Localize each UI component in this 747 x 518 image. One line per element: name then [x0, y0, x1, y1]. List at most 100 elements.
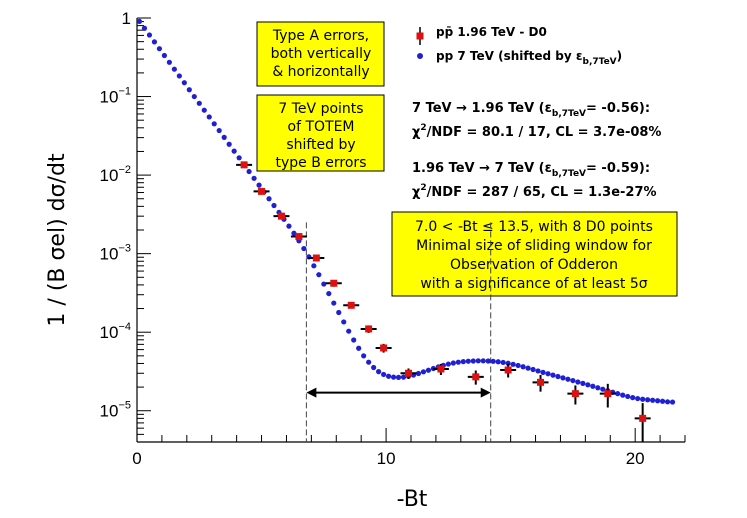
tev7-point [400, 374, 407, 380]
tev7-point [226, 141, 232, 147]
tev7-point [156, 46, 163, 52]
legend-7tev-end: ) [617, 49, 622, 63]
tev7-point [460, 359, 466, 365]
stat-1-sym: ε [545, 101, 552, 116]
d0-point [571, 390, 579, 398]
stat-3-sub: b,7TeV [552, 169, 586, 179]
fit-statistics: 7 TeV → 1.96 TeV (εb,7TeV= -0.56): χ2/ND… [412, 101, 661, 200]
y-tick-label: 10−4 [100, 321, 131, 342]
type-a-line-1: Type A errors, [272, 28, 369, 44]
tev7-point [256, 182, 262, 188]
stat-2-b: /NDF = 80.1 / 17, CL = 3.7e-08% [427, 125, 662, 140]
tev7-point [141, 25, 148, 31]
stat-line-3: 1.96 TeV → 7 TeV (εb,7TeV= -0.59): [412, 161, 650, 179]
tev7-point [560, 375, 566, 381]
type-b-line-4: type B errors [276, 155, 367, 171]
x-tick-label: 0 [132, 449, 141, 468]
legend-label-d0: pp̄ 1.96 TeV - D0 [436, 25, 547, 39]
tev7-point [381, 371, 387, 378]
tev7-point [385, 373, 392, 379]
tev7-point [331, 300, 337, 306]
tev7-point [191, 93, 197, 100]
d0-point [347, 301, 355, 309]
tev7-point [570, 377, 576, 384]
tev7-point [346, 328, 352, 334]
type-b-line-2: of TOTEM [288, 119, 355, 135]
tev7-point [351, 337, 357, 343]
legend-7tev-sub: b,7TeV [583, 57, 617, 67]
tev7-point [565, 376, 571, 382]
tev7-point [545, 371, 551, 377]
type-b-errors-box: 7 TeV points of TOTEM shifted by type B … [256, 94, 385, 172]
tev7-point [640, 396, 646, 402]
x-tick-label: 20 [626, 449, 645, 468]
tev7-point [390, 374, 397, 380]
tev7-point [181, 80, 187, 86]
tev7-point [336, 309, 342, 316]
d0-point [365, 325, 373, 333]
type-a-line-2: both vertically [271, 46, 372, 62]
d0-point [380, 344, 388, 352]
tev7-point [216, 127, 222, 134]
tev7-point [356, 345, 362, 351]
tev7-point [650, 397, 656, 403]
tev7-point [161, 52, 167, 59]
y-tick-label: 10−1 [100, 86, 131, 107]
tev7-point [505, 360, 511, 366]
tev7-point [316, 272, 322, 278]
tev7-point [425, 367, 432, 373]
stat-3-a: 1.96 TeV → 7 TeV ( [412, 161, 545, 176]
d0-point [277, 212, 285, 220]
stat-3-b: = -0.59): [586, 161, 650, 176]
d0-point [437, 365, 445, 373]
d0-point [405, 369, 413, 377]
tev7-point [540, 369, 546, 375]
stat-line-1: 7 TeV → 1.96 TeV (εb,7TeV= -0.56): [412, 101, 650, 119]
type-b-line-3: shifted by [286, 137, 355, 153]
tev7-point [166, 59, 172, 65]
type-b-line-1: 7 TeV points [278, 101, 363, 117]
stat-1-b: = -0.56): [586, 101, 650, 116]
stat-4-sup: 2 [420, 183, 426, 193]
y-tick-label: 10−5 [100, 400, 131, 421]
tev7-point [291, 230, 297, 236]
tev7-point [236, 155, 242, 161]
tev7-point [361, 353, 367, 359]
window-line-2: Minimal size of sliding window for [416, 238, 652, 254]
tev7-point [585, 382, 591, 388]
y-tick-label: 10−2 [100, 164, 131, 185]
tev7-point [630, 394, 636, 401]
tev7-point [620, 392, 626, 398]
tev7-point [520, 364, 526, 370]
legend-7tev-marker [417, 53, 423, 59]
tev7-point [535, 368, 541, 374]
tev7-point [206, 114, 212, 120]
tev7-point [371, 364, 377, 371]
tev7-point [395, 374, 402, 380]
tev7-point [530, 366, 536, 373]
y-axis-title: 1 / (B σel) dσ/dt [45, 153, 70, 327]
tev7-point [635, 395, 641, 402]
tev7-point [301, 245, 307, 252]
tev7-point [376, 369, 382, 375]
svg-text:1 / (B σel) dσ/dt: 1 / (B σel) dσ/dt [45, 153, 70, 327]
d0-point [330, 279, 338, 287]
tev7-point [600, 386, 606, 392]
y-tick-label: 10−3 [100, 243, 131, 264]
tev7-point [266, 196, 272, 202]
tev7-point [176, 73, 182, 79]
tev7-point [321, 281, 327, 287]
tev7-point [146, 32, 153, 38]
tev7-point [450, 360, 456, 366]
tev7-point [366, 359, 372, 365]
y-axis-title-main: 1 / (B σel) dσ/dt [45, 153, 70, 327]
tev7-point [475, 358, 481, 364]
tev7-point [445, 361, 451, 367]
d0-point [604, 390, 612, 398]
type-a-errors-box: Type A errors, both vertically & horizon… [256, 21, 385, 87]
tev7-point [659, 398, 666, 404]
stat-1-sub: b,7TeV [552, 109, 586, 119]
tev7-point [311, 263, 317, 269]
